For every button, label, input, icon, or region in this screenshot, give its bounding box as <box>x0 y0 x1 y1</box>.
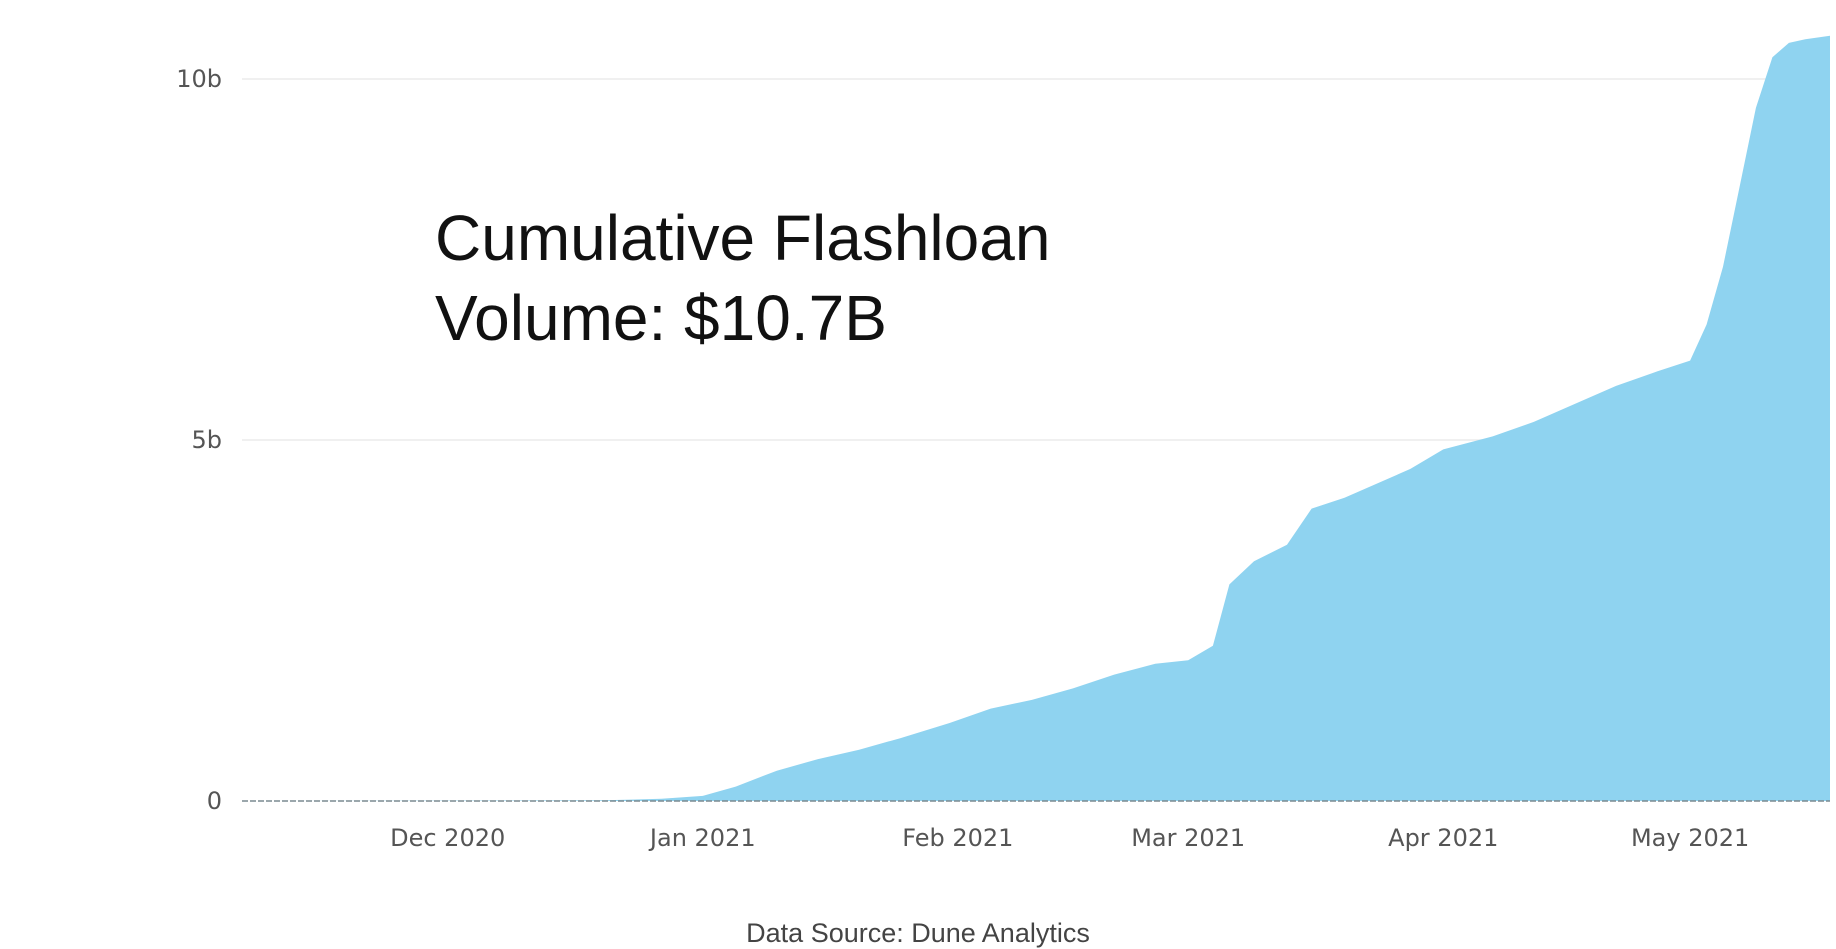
y-tick-label: 5b <box>191 426 222 454</box>
y-tick-label: 0 <box>207 787 222 815</box>
data-point <box>1491 434 1495 438</box>
x-tick-label: May 2021 <box>1631 824 1749 852</box>
data-point <box>1030 698 1034 702</box>
data-point <box>1310 507 1314 511</box>
data-point <box>775 769 779 773</box>
data-point <box>1532 420 1536 424</box>
data-point <box>1614 384 1618 388</box>
data-point <box>857 748 861 752</box>
data-point <box>1738 185 1742 189</box>
data-point <box>1408 467 1412 471</box>
data-point <box>1252 559 1256 563</box>
x-tick-label: Dec 2020 <box>390 824 505 852</box>
y-axis-ticks: 0 5b 10b <box>176 65 222 815</box>
x-tick-label: Feb 2021 <box>902 824 1013 852</box>
data-point <box>1186 658 1190 662</box>
data-source-caption: Data Source: Dune Analytics <box>746 918 1090 948</box>
chart-annotation: Cumulative Flashloan Volume: $10.7B <box>435 198 1050 358</box>
area-series <box>242 34 1832 801</box>
data-point <box>1112 673 1116 677</box>
data-point <box>1153 662 1157 666</box>
data-point <box>1655 369 1659 373</box>
data-point <box>1441 447 1445 451</box>
data-point <box>1688 359 1692 363</box>
data-point <box>1071 686 1075 690</box>
data-point <box>734 785 738 789</box>
y-tick-label: 10b <box>176 65 222 93</box>
data-point <box>1721 265 1725 269</box>
data-point <box>816 757 820 761</box>
x-tick-label: Apr 2021 <box>1388 824 1498 852</box>
data-point <box>1211 644 1215 648</box>
data-point <box>1384 478 1388 482</box>
data-point <box>898 736 902 740</box>
data-point <box>1803 37 1807 41</box>
data-point <box>660 797 664 801</box>
data-point <box>1285 543 1289 547</box>
data-point <box>948 721 952 725</box>
data-point <box>1343 496 1347 500</box>
data-point <box>1705 323 1709 327</box>
data-point <box>1787 41 1791 45</box>
annotation-line-1: Cumulative Flashloan <box>435 202 1051 274</box>
area-fill <box>242 35 1830 801</box>
data-point <box>1828 34 1832 38</box>
data-point <box>1227 582 1231 586</box>
data-point <box>701 794 705 798</box>
x-axis-ticks: Dec 2020 Jan 2021 Feb 2021 Mar 2021 Apr 2021… <box>390 824 1749 852</box>
x-tick-label: Jan 2021 <box>648 824 756 852</box>
data-point <box>1573 402 1577 406</box>
data-point <box>989 707 993 711</box>
annotation-line-2: Volume: $10.7B <box>435 282 887 354</box>
data-point <box>1754 106 1758 110</box>
x-tick-label: Mar 2021 <box>1131 824 1245 852</box>
data-point <box>1770 55 1774 59</box>
